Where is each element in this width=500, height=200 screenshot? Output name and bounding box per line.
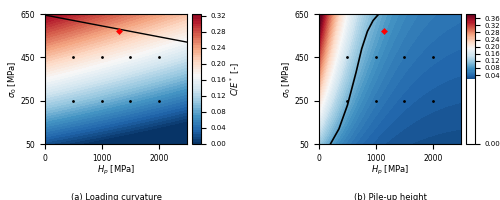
Text: (a) Loading curvature: (a) Loading curvature	[70, 193, 162, 200]
Y-axis label: $\sigma_0$ [MPa]: $\sigma_0$ [MPa]	[281, 60, 293, 98]
Y-axis label: $C/E^*$ [-]: $C/E^*$ [-]	[230, 62, 242, 96]
Text: (b) Pile-up height: (b) Pile-up height	[354, 193, 426, 200]
X-axis label: $H_p$ [MPa]: $H_p$ [MPa]	[371, 164, 409, 177]
Y-axis label: $\sigma_0$ [MPa]: $\sigma_0$ [MPa]	[7, 60, 20, 98]
X-axis label: $H_p$ [MPa]: $H_p$ [MPa]	[97, 164, 135, 177]
